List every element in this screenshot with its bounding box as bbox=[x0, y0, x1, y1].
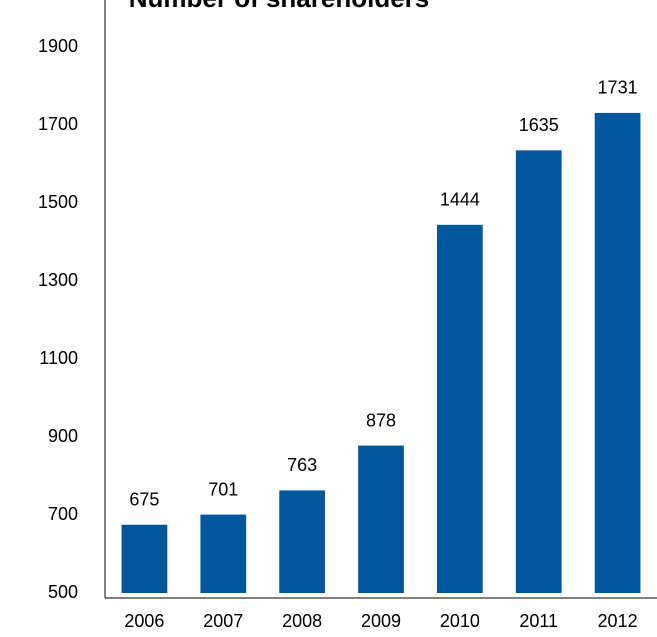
y-tick-label: 1700 bbox=[38, 114, 78, 134]
value-label: 878 bbox=[366, 410, 396, 430]
value-label: 763 bbox=[287, 455, 317, 475]
x-tick-label: 2009 bbox=[361, 611, 401, 631]
chart-title: Number of shareholders bbox=[129, 0, 430, 13]
bar bbox=[594, 112, 641, 593]
value-label: 701 bbox=[208, 479, 238, 499]
value-label: 1444 bbox=[440, 190, 480, 210]
value-label: 1635 bbox=[519, 115, 559, 135]
y-tick-label: 900 bbox=[48, 426, 78, 446]
bar bbox=[279, 490, 326, 593]
y-tick-label: 1100 bbox=[39, 348, 78, 368]
x-tick-label: 2006 bbox=[124, 611, 164, 631]
value-label: 1731 bbox=[598, 78, 638, 98]
x-tick-label: 2007 bbox=[203, 611, 243, 631]
value-label: 675 bbox=[129, 490, 159, 510]
bar bbox=[200, 514, 247, 593]
y-tick-label: 1900 bbox=[38, 36, 78, 56]
x-tick-label: 2010 bbox=[440, 611, 480, 631]
y-tick-label: 1300 bbox=[38, 270, 78, 290]
x-tick-label: 2011 bbox=[519, 611, 558, 631]
bar bbox=[121, 524, 168, 593]
y-tick-label: 1500 bbox=[38, 192, 78, 212]
x-tick-label: 2012 bbox=[598, 611, 638, 631]
x-tick-label: 2008 bbox=[282, 611, 322, 631]
bar bbox=[358, 445, 404, 593]
y-tick-label: 500 bbox=[48, 582, 78, 602]
bar bbox=[515, 150, 562, 593]
bar bbox=[436, 224, 483, 593]
y-tick-label: 700 bbox=[48, 504, 78, 524]
